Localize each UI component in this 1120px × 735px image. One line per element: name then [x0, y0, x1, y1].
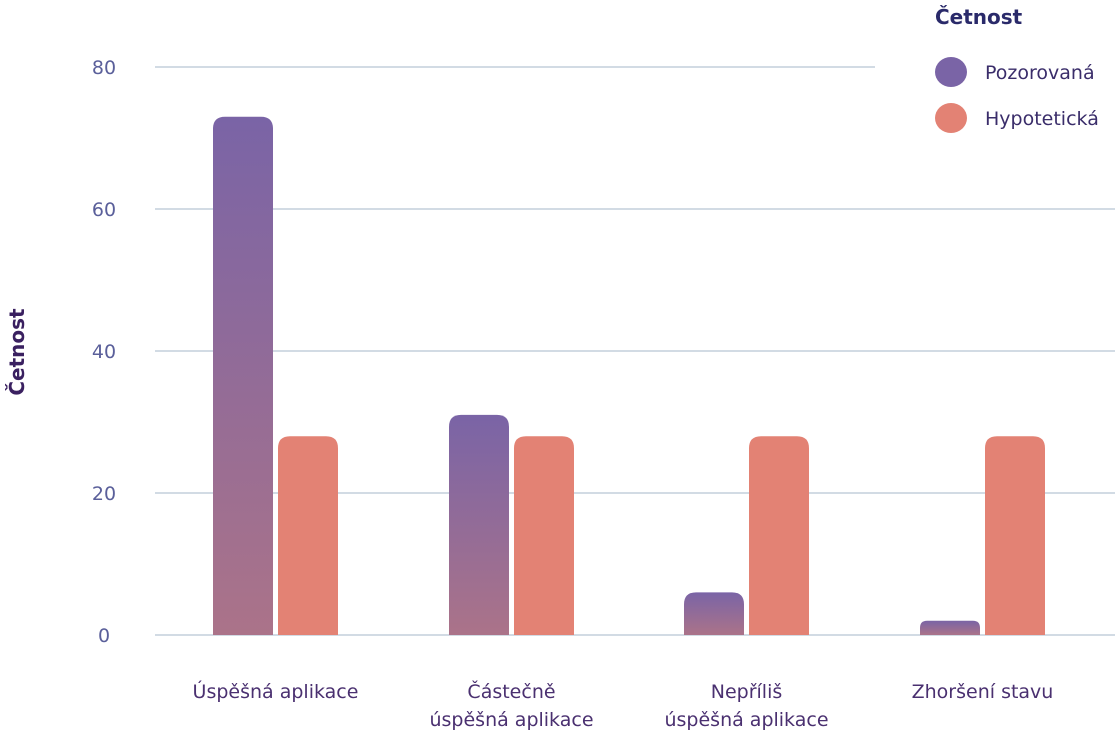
- bar-pozorovaná: [213, 116, 273, 635]
- legend-swatch: [935, 57, 967, 87]
- bar-hypotetická: [278, 436, 338, 635]
- y-tick-label: 40: [92, 341, 116, 363]
- legend-title: Četnost: [935, 5, 1023, 29]
- x-tick-label: Nepříliš: [711, 681, 783, 703]
- bar-pozorovaná: [920, 620, 980, 635]
- x-tick-label: úspěšná aplikace: [664, 709, 828, 731]
- bar-pozorovaná: [449, 414, 509, 635]
- y-axis-label: Četnost: [5, 308, 29, 396]
- y-tick-label: 80: [92, 57, 116, 79]
- x-tick-label: Zhoršení stavu: [912, 681, 1054, 703]
- x-tick-label: úspěšná aplikace: [429, 709, 593, 731]
- legend-label: Hypotetická: [985, 108, 1099, 130]
- legend-swatch: [935, 103, 967, 133]
- legend-label: Pozorovaná: [985, 62, 1095, 84]
- bar-hypotetická: [985, 436, 1045, 635]
- y-tick-label: 0: [98, 625, 110, 647]
- bar-hypotetická: [514, 436, 574, 635]
- y-tick-label: 20: [92, 483, 116, 505]
- x-tick-label: Úspěšná aplikace: [193, 679, 359, 703]
- bar-pozorovaná: [684, 592, 744, 635]
- x-tick-label: Částečně: [467, 679, 555, 703]
- y-tick-label: 60: [92, 199, 116, 221]
- bar-hypotetická: [749, 436, 809, 635]
